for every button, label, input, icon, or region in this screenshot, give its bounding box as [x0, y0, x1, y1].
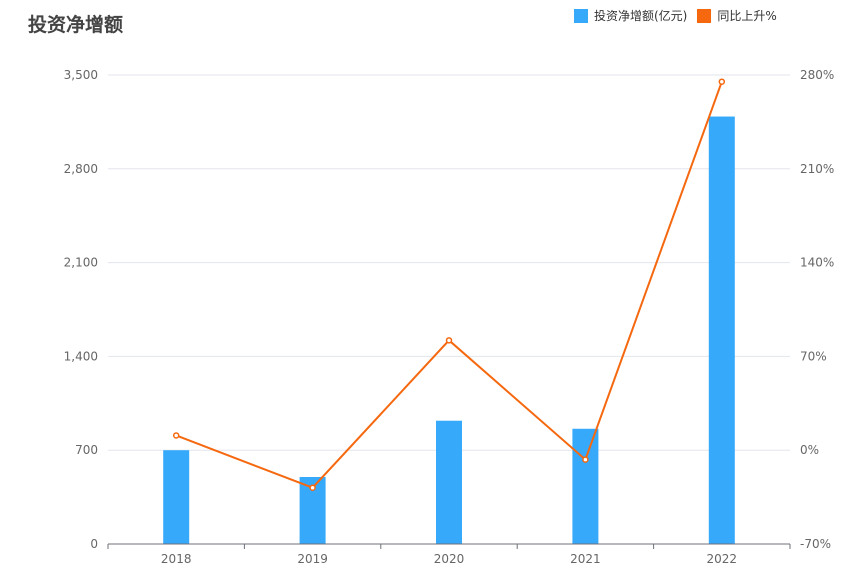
- x-tick-label: 2019: [297, 552, 328, 566]
- bar: [572, 428, 599, 544]
- bar: [163, 450, 190, 544]
- bar: [436, 420, 462, 544]
- line-point: [309, 484, 316, 491]
- legend-item-line[interactable]: 同比上升%: [697, 7, 777, 24]
- axis-layer: [107, 543, 791, 549]
- y-right-tick-label: 280%: [800, 68, 834, 82]
- line-point: [445, 337, 453, 344]
- legend: 投资净增额(亿元) 同比上升%: [574, 7, 787, 24]
- line-point: [172, 432, 180, 439]
- legend-swatch-line: [697, 8, 712, 23]
- legend-item-bar[interactable]: 投资净增额(亿元): [574, 7, 687, 24]
- y-right-tick-label: 0%: [800, 443, 819, 457]
- y-left-tick-label: 1,400: [64, 349, 98, 363]
- chart-title: 投资净增额: [28, 14, 124, 36]
- x-tick-label: 2018: [161, 552, 192, 566]
- y-right-tick-label: 210%: [800, 162, 834, 176]
- x-tick-label: 2020: [434, 552, 465, 566]
- y-right-tick-label: -70%: [800, 537, 831, 551]
- legend-label-line: 同比上升%: [717, 9, 777, 23]
- y-left-tick-label: 3,500: [64, 68, 98, 82]
- labels-layer: 0 -70% 700 0% 1,400 70% 2,100 140% 2,800 210% 3,50…: [64, 68, 835, 566]
- legend-label-bar: 投资净增额(亿元): [594, 9, 688, 23]
- grid-layer: [108, 74, 790, 451]
- x-tick-label: 2021: [570, 552, 601, 566]
- line-point: [718, 78, 726, 85]
- x-tick-label: 2022: [707, 552, 738, 566]
- bar: [708, 116, 735, 544]
- bars-layer: [163, 116, 735, 544]
- y-right-tick-label: 70%: [800, 349, 827, 363]
- y-right-tick-label: 140%: [800, 256, 834, 270]
- y-left-tick-label: 2,100: [64, 256, 98, 270]
- y-left-tick-label: 0: [90, 537, 98, 551]
- line-point: [582, 456, 589, 463]
- line-layer: [172, 78, 726, 491]
- legend-swatch-bar: [574, 8, 588, 23]
- y-left-tick-label: 700: [75, 443, 98, 457]
- y-left-tick-label: 2,800: [64, 162, 98, 176]
